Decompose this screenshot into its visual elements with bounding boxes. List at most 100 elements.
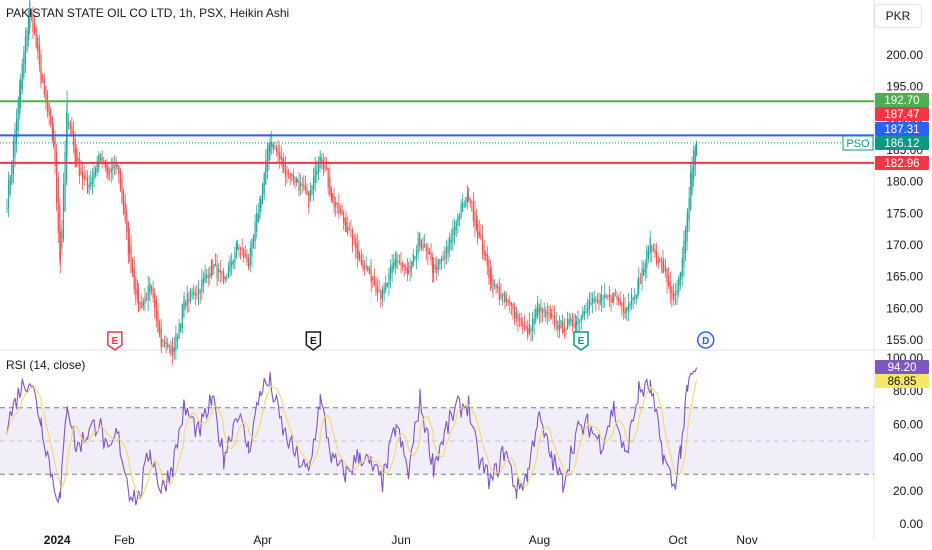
candle-body — [185, 302, 187, 308]
candle-body — [191, 294, 193, 296]
time-tick: Aug — [529, 533, 550, 547]
candle-body — [427, 247, 429, 254]
candle-body — [474, 211, 476, 227]
candle-body — [234, 253, 236, 263]
candle-body — [368, 268, 370, 274]
candle-body — [327, 168, 329, 188]
candle-body — [173, 347, 175, 353]
candle-body — [42, 74, 44, 83]
candle-body — [505, 298, 508, 303]
candle-body — [381, 289, 384, 297]
candle-body — [419, 239, 421, 241]
candle-body — [165, 341, 167, 345]
candle-body — [81, 171, 84, 180]
candle-body — [537, 304, 539, 312]
candle-body — [442, 256, 444, 261]
candle-body — [144, 296, 146, 304]
candle-body — [605, 295, 607, 297]
candle-body — [38, 44, 40, 65]
candle-body — [94, 168, 97, 176]
candle-body — [582, 310, 584, 319]
candle-body — [385, 283, 387, 291]
candle-body — [147, 286, 149, 300]
rsi-badge — [875, 374, 929, 388]
price-badge-text: 186.12 — [884, 138, 919, 150]
candle-body — [580, 315, 582, 321]
candle-body — [574, 324, 577, 328]
candle-body — [24, 35, 27, 65]
candle-body — [674, 293, 677, 296]
currency-selector[interactable]: PKR — [874, 4, 922, 28]
candle-body — [321, 158, 323, 163]
candle-body — [525, 326, 527, 329]
candle-body — [287, 172, 290, 174]
candle-body — [181, 304, 183, 328]
candle-body — [50, 109, 52, 125]
candle-body — [444, 258, 446, 259]
candle-body — [467, 196, 470, 200]
candle-body — [489, 269, 492, 286]
candle-body — [183, 296, 185, 309]
candle-body — [540, 305, 542, 312]
candle-body — [37, 37, 39, 52]
candle-body — [54, 137, 56, 168]
candle-body — [312, 176, 315, 190]
candle-body — [160, 336, 162, 347]
candle-body — [638, 277, 640, 289]
candle-body — [462, 201, 464, 212]
candle-body — [128, 238, 131, 254]
candle-body — [322, 160, 324, 171]
price-badge — [875, 156, 929, 170]
price-tick: 170.00 — [886, 238, 923, 252]
candle-body — [388, 272, 390, 285]
candle-body — [681, 258, 683, 277]
candle-body — [46, 94, 49, 113]
event-e[interactable]: E — [107, 331, 123, 351]
candle-body — [104, 160, 106, 168]
candle-body — [118, 165, 120, 174]
candle-body — [309, 189, 311, 200]
candle-body — [478, 231, 480, 236]
candle-body — [246, 254, 248, 263]
candle-body — [243, 249, 245, 258]
candle-body — [249, 248, 251, 265]
candle-body — [236, 244, 238, 250]
candle-body — [655, 251, 658, 264]
candle-body — [227, 266, 230, 278]
candle-body — [613, 292, 615, 301]
candle-body — [614, 295, 616, 297]
candle-body — [463, 205, 465, 207]
candle-body — [383, 287, 385, 294]
rsi-line — [6, 367, 698, 506]
candle-body — [107, 167, 109, 176]
candle-body — [61, 229, 63, 249]
candle-body — [96, 160, 98, 172]
candle-body — [158, 321, 161, 336]
candle-body — [35, 28, 37, 48]
candle-body — [637, 279, 639, 297]
candle-body — [497, 286, 499, 289]
candle-body — [432, 256, 434, 273]
candle-body — [415, 250, 418, 258]
candle-body — [202, 277, 205, 286]
candle-body — [232, 259, 234, 265]
event-e[interactable]: E — [305, 331, 322, 351]
event-d[interactable]: D — [696, 331, 715, 349]
candle-body — [507, 300, 509, 302]
candle-body — [283, 163, 285, 166]
price-tick: 160.00 — [886, 301, 923, 315]
candle-body — [294, 177, 296, 184]
candle-body — [504, 295, 506, 302]
candle-body — [401, 263, 404, 267]
price-tick: 180.00 — [886, 175, 923, 189]
candle-body — [292, 174, 294, 181]
candle-body — [241, 248, 243, 250]
candle-body — [528, 323, 530, 333]
candle-body — [549, 313, 552, 318]
price-badge-text: 192.70 — [884, 95, 919, 107]
candle-body — [510, 302, 512, 306]
candle-body — [66, 100, 68, 148]
event-e[interactable]: E — [573, 331, 589, 351]
